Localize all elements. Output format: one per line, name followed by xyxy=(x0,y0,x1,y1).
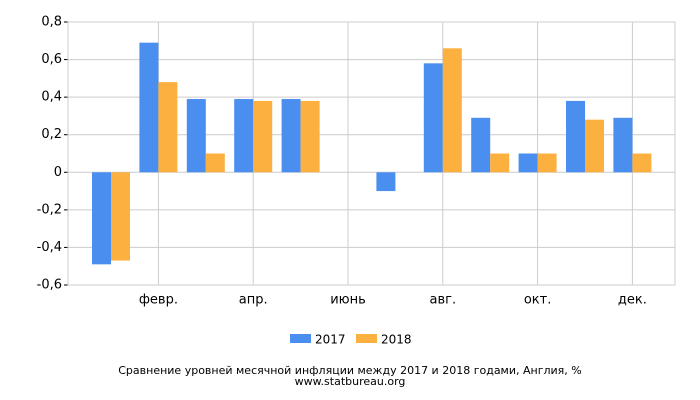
y-tick-label: -0,2 xyxy=(37,202,62,217)
bar xyxy=(490,153,510,173)
bar xyxy=(111,172,130,261)
y-tick-label: 0 xyxy=(54,165,62,180)
x-tick-label: авг. xyxy=(430,293,457,308)
bar xyxy=(471,117,491,173)
bar xyxy=(585,119,604,173)
y-tick-label: -0,6 xyxy=(37,278,62,293)
y-tick-label: 0,2 xyxy=(41,127,62,142)
y-tick-label: 0,4 xyxy=(41,90,62,105)
x-tick-label: июнь xyxy=(330,293,366,308)
x-tick-label: февр. xyxy=(139,293,178,308)
bar xyxy=(253,100,273,173)
bar xyxy=(537,153,557,173)
bar xyxy=(442,48,462,173)
bar xyxy=(158,82,178,173)
y-tick-label: -0,4 xyxy=(37,240,62,255)
bar xyxy=(632,153,652,173)
bar xyxy=(234,99,254,173)
bar xyxy=(300,100,320,173)
bar xyxy=(423,63,443,173)
bar xyxy=(376,172,396,192)
bar xyxy=(518,153,538,173)
x-tick-label: окт. xyxy=(524,293,552,308)
legend-label: 2018 xyxy=(381,333,412,347)
legend-label: 2017 xyxy=(315,333,346,347)
x-tick-label: апр. xyxy=(239,293,268,308)
chart-subtitle: www.statbureau.org xyxy=(295,375,406,388)
bar xyxy=(186,99,206,173)
bar xyxy=(139,42,159,173)
bar xyxy=(566,100,585,173)
chart-title: Сравнение уровней месячной инфляции межд… xyxy=(118,364,581,377)
legend-swatch xyxy=(356,334,377,343)
bar xyxy=(205,153,225,173)
plot-border xyxy=(67,21,676,286)
y-tick-label: 0,8 xyxy=(41,15,62,30)
y-tick-label: 0,6 xyxy=(41,52,62,67)
x-tick-label: дек. xyxy=(618,293,647,308)
bar xyxy=(281,99,301,173)
bar xyxy=(613,117,633,173)
bar xyxy=(92,172,111,265)
legend-swatch xyxy=(290,334,311,343)
